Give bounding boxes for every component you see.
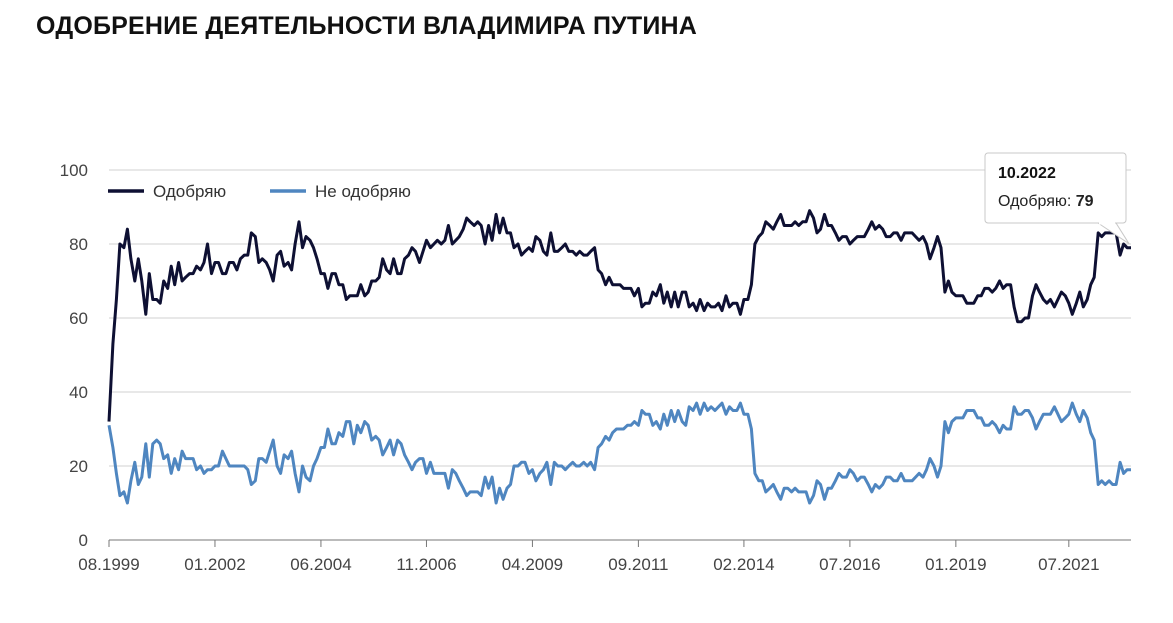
y-tick-label: 100 bbox=[60, 161, 88, 180]
x-tick-label: 08.1999 bbox=[78, 555, 139, 574]
x-tick-label: 09.2011 bbox=[608, 555, 668, 574]
tooltip-date: 10.2022 bbox=[998, 165, 1056, 182]
tooltip: 10.2022 Одобряю: 79 bbox=[984, 152, 1130, 245]
y-tick-label: 80 bbox=[69, 235, 88, 254]
x-tick-label: 07.2021 bbox=[1038, 555, 1099, 574]
x-axis-ticks: 08.1999 01.2002 06.2004 11.2006 04.2009 09.20… bbox=[78, 540, 1100, 574]
tooltip-joint bbox=[1099, 221, 1115, 225]
x-tick-label: 01.2002 bbox=[184, 555, 245, 574]
x-tick-label: 02.2014 bbox=[713, 555, 774, 574]
legend-label: Одобряю bbox=[153, 182, 226, 201]
tooltip-value: Одобряю: 79 bbox=[998, 193, 1094, 210]
y-axis-ticks: 0 20 40 60 80 100 bbox=[60, 161, 88, 550]
series-line-approve bbox=[107, 209, 1131, 422]
tooltip-pointer bbox=[1096, 222, 1130, 245]
series-lines bbox=[107, 209, 1131, 505]
y-tick-label: 40 bbox=[69, 383, 88, 402]
series-line-disapprove bbox=[107, 401, 1131, 505]
y-tick-label: 20 bbox=[69, 457, 88, 476]
x-tick-label: 01.2019 bbox=[925, 555, 986, 574]
x-tick-label: 06.2004 bbox=[290, 555, 351, 574]
y-tick-label: 60 bbox=[69, 309, 88, 328]
legend-label: Не одобряю bbox=[315, 182, 411, 201]
y-tick-label: 0 bbox=[79, 531, 88, 550]
x-tick-label: 04.2009 bbox=[502, 555, 563, 574]
chart-title: ОДОБРЕНИЕ ДЕЯТЕЛЬНОСТИ ВЛАДИМИРА ПУТИНА bbox=[36, 12, 698, 40]
grid-lines bbox=[109, 169, 1131, 541]
x-tick-label: 07.2016 bbox=[819, 555, 880, 574]
x-tick-label: 11.2006 bbox=[396, 555, 456, 574]
legend: Одобряю Не одобряю bbox=[108, 182, 411, 201]
tooltip-box bbox=[984, 152, 1127, 224]
